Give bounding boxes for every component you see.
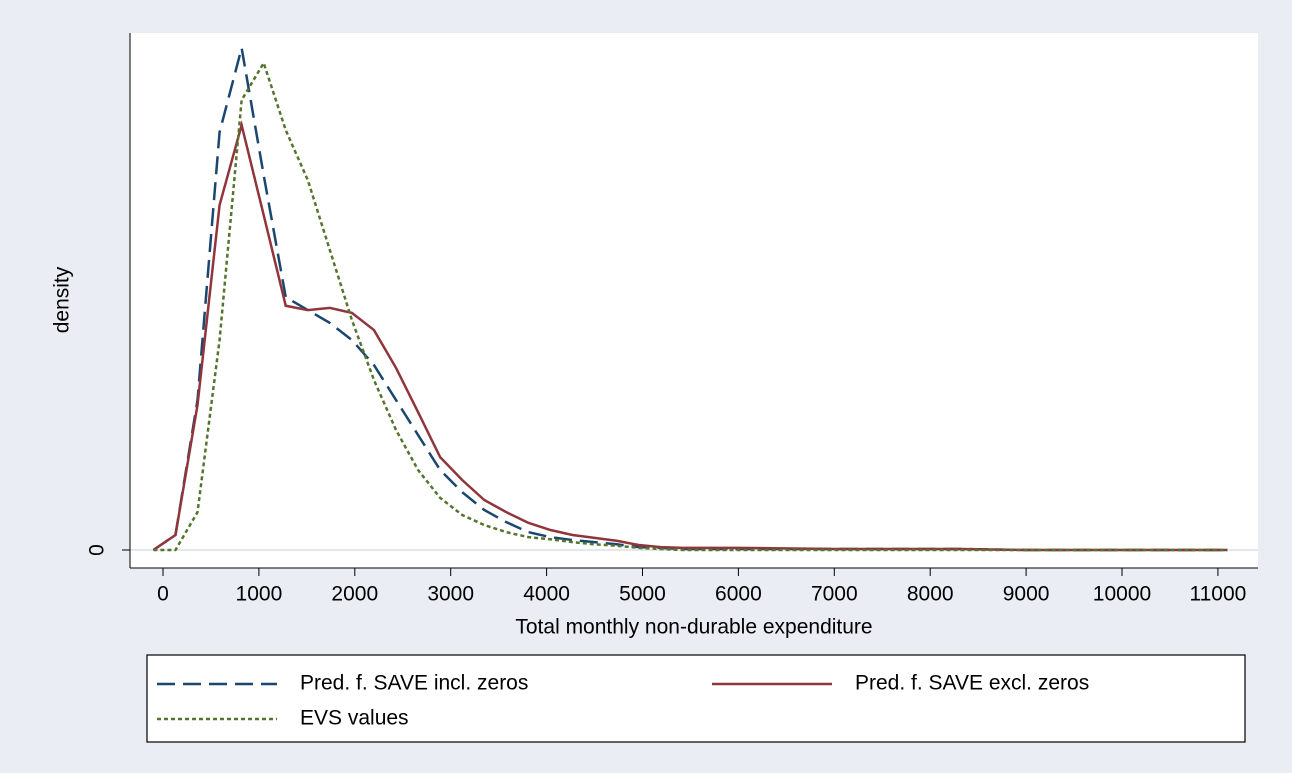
legend-box [146,654,1246,743]
x-tick-label: 2000 [331,583,378,606]
series-line [153,59,1228,552]
plot-area [130,33,1258,568]
x-tick-label: 4000 [523,583,570,606]
x-tick-label: 3000 [427,583,474,606]
x-tick-label: 9000 [1003,583,1050,606]
x-tick-label: 0 [157,583,169,606]
x-tick-label: 8000 [907,583,954,606]
x-axis-label: Total monthly non-durable expenditure [515,616,872,639]
series-line [152,120,1228,552]
x-tick-label: 1000 [236,583,283,606]
x-tick-label: 10000 [1093,583,1151,606]
legend-label: Pred. f. SAVE excl. zeros [855,672,1089,695]
legend-label: EVS values [300,707,409,730]
x-tick-label: 11000 [1189,583,1246,606]
y-tick-label: 0 [86,544,109,556]
legend-label: Pred. f. SAVE incl. zeros [300,672,528,695]
x-tick-label: 6000 [715,583,762,606]
y-axis-label: density [51,266,74,333]
x-tick-label: 7000 [811,583,858,606]
x-tick-label: 5000 [619,583,666,606]
